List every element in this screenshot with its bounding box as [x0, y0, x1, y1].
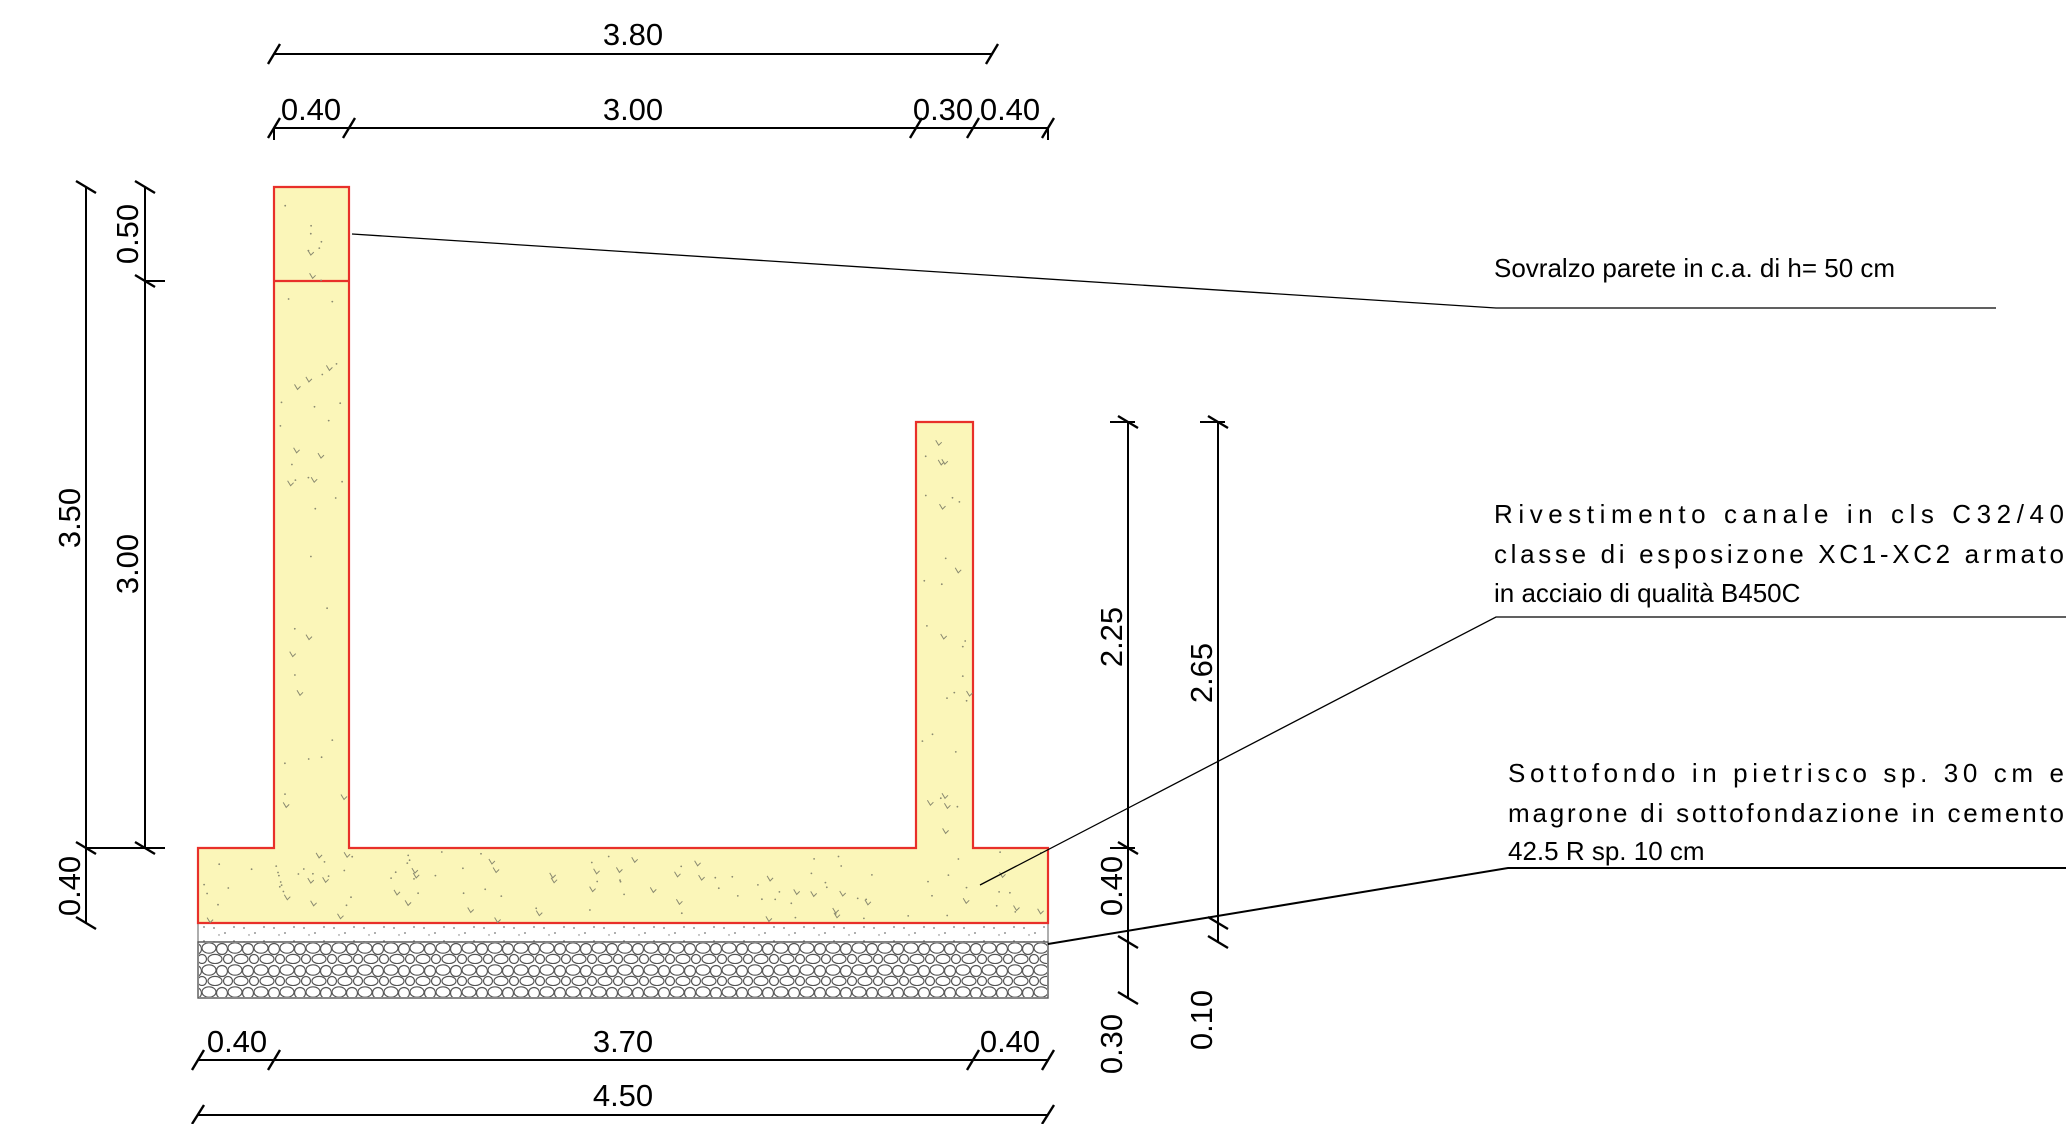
dim-total-height: 3.50 [52, 488, 87, 548]
upstand-leader [351, 233, 1996, 309]
dim-left-wall: 0.40 [281, 92, 341, 127]
annotations: Sovralzo parete in c.a. di h= 50 cm Rive… [1494, 253, 2064, 866]
dim-left-slab: 0.40 [52, 856, 87, 916]
subbase-leader [1047, 867, 2066, 945]
bottom-dimensions: 0.40 3.70 0.40 4.50 [190, 1024, 1056, 1124]
dim-bottom-middle: 3.70 [593, 1024, 653, 1059]
dim-right-wall: 0.30 [913, 92, 973, 127]
concrete-section [196, 185, 1050, 925]
note-subbase-line-3: 42.5 R sp. 10 cm [1508, 836, 1705, 866]
dim-upstand: 0.50 [110, 204, 145, 264]
dim-right-overhang: 0.40 [980, 92, 1040, 127]
note-lining-line-3: in acciaio di qualità B450C [1494, 578, 1800, 608]
dim-lean-concrete: 0.10 [1184, 990, 1219, 1050]
concrete-aggregate-hatch [203, 204, 1044, 924]
dim-overall-top: 3.80 [603, 17, 663, 52]
right-dimensions: 2.25 0.40 0.30 2.65 0.10 [1094, 414, 1229, 1074]
dim-right-overall: 2.65 [1184, 643, 1219, 703]
dim-gravel: 0.30 [1094, 1014, 1129, 1074]
note-subbase-line-2: magrone di sottofondazione in cemento [1508, 798, 2064, 828]
note-lining-line-2: classe di esposizone XC1-XC2 armato [1494, 539, 2064, 569]
lean-concrete-layer [197, 922, 1049, 943]
dim-wall-height: 3.00 [110, 534, 145, 594]
dim-bottom-left: 0.40 [207, 1024, 267, 1059]
note-upstand: Sovralzo parete in c.a. di h= 50 cm [1494, 253, 1895, 283]
dim-inner-wall: 2.25 [1094, 607, 1129, 667]
note-lining-line-1: Rivestimento canale in cls C32/40 [1494, 499, 2064, 529]
dim-right-slab: 0.40 [1094, 856, 1129, 916]
note-subbase-line-1: Sottofondo in pietrisco sp. 30 cm e [1508, 758, 2064, 788]
dim-bottom-right: 0.40 [980, 1024, 1040, 1059]
gravel-layer [197, 941, 1049, 999]
dim-bottom-overall: 4.50 [593, 1078, 653, 1113]
lining-leader [979, 616, 2066, 886]
leader-lines [351, 233, 2066, 945]
dim-channel-width: 3.00 [603, 92, 663, 127]
top-dimensions: 3.80 0.40 3.00 0.30 0.40 [266, 17, 1056, 140]
left-dimensions: 3.50 0.50 3.00 0.40 [52, 179, 165, 931]
